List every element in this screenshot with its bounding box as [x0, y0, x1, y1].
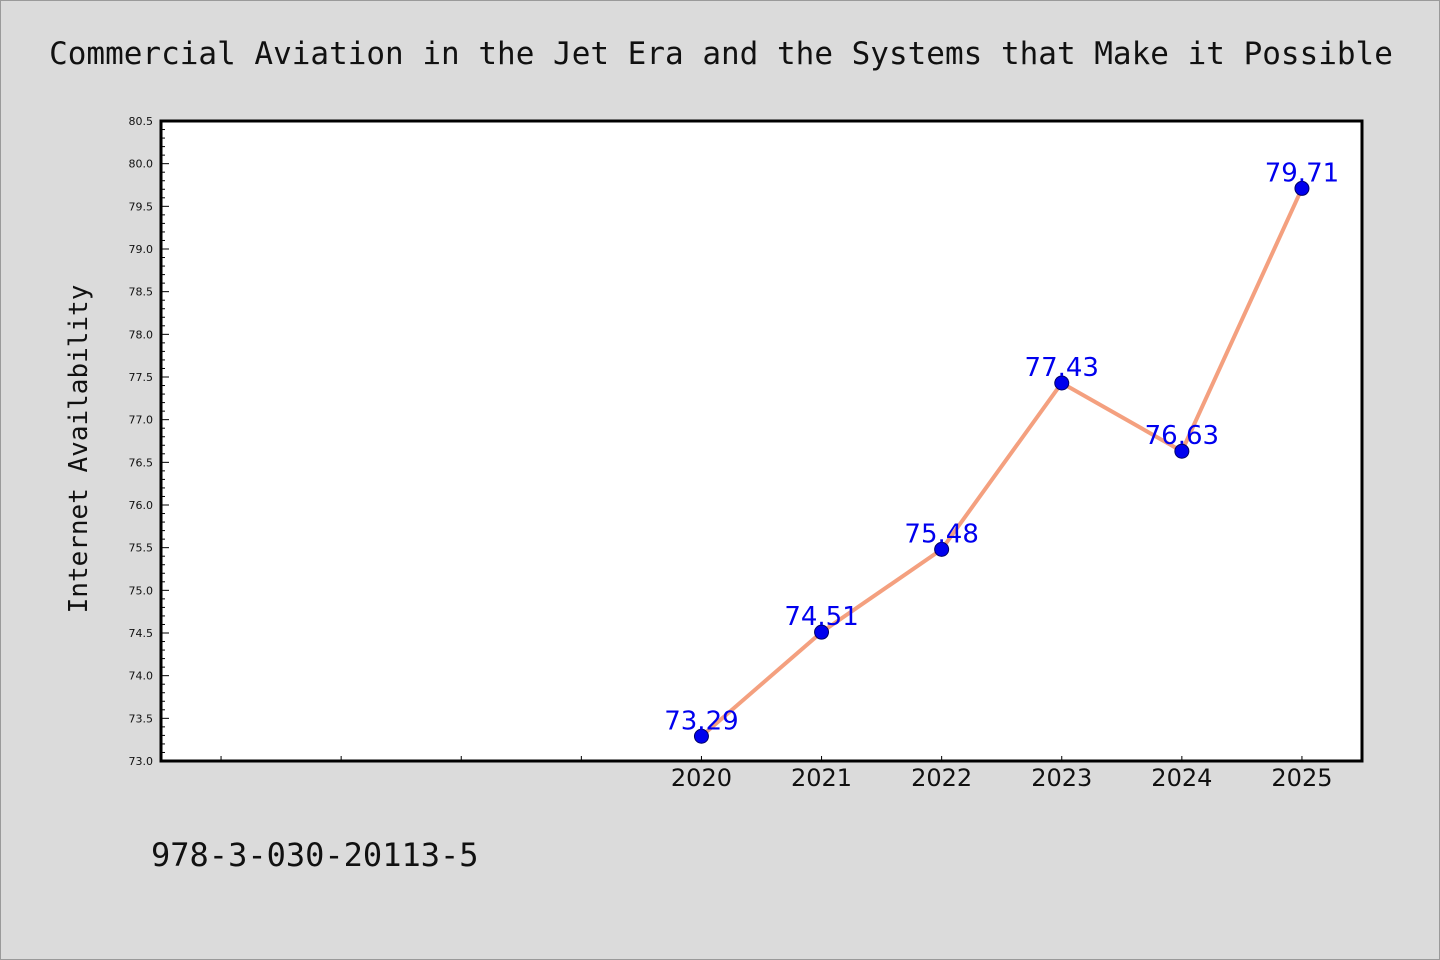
x-tick-label: 2022 — [911, 764, 972, 792]
y-axis-label: Internet Availability — [64, 285, 94, 614]
x-tick-label: 2021 — [791, 764, 852, 792]
x-tick-label: 2024 — [1151, 764, 1212, 792]
x-tick-label: 2020 — [671, 764, 732, 792]
y-tick-label: 73.0 — [129, 755, 154, 768]
chart-title: Commercial Aviation in the Jet Era and t… — [49, 36, 1393, 72]
y-tick-label: 74.0 — [129, 670, 154, 683]
y-tick-label: 80.5 — [129, 115, 154, 128]
data-point-marker — [1174, 443, 1190, 459]
y-tick-label: 79.0 — [129, 243, 154, 256]
y-tick-label: 77.5 — [129, 371, 154, 384]
data-label: 76.63 — [1145, 421, 1219, 451]
data-labels: 73.29 74.51 75.48 77.43 76.63 79.71 — [664, 158, 1339, 736]
x-tick-label: 2023 — [1031, 764, 1092, 792]
axis-ticks: 73.0 73.5 74.0 74.5 75.0 75.5 76.0 76.5 77.0 77.5… — [129, 115, 1333, 792]
y-tick-label: 78.5 — [129, 286, 154, 299]
y-tick-label: 76.0 — [129, 499, 154, 512]
y-tick-label: 76.5 — [129, 456, 154, 469]
data-point-marker — [1294, 180, 1310, 196]
y-tick-label: 80.0 — [129, 158, 154, 171]
y-tick-label: 79.5 — [129, 200, 154, 213]
data-point-marker — [1054, 375, 1070, 391]
data-label: 79.71 — [1265, 158, 1339, 188]
y-tick-label: 75.5 — [129, 542, 154, 555]
y-tick-label: 78.0 — [129, 328, 154, 341]
x-tick-label: 2025 — [1271, 764, 1332, 792]
data-series — [693, 180, 1310, 744]
data-point-marker — [693, 728, 709, 744]
data-label: 73.29 — [664, 706, 738, 736]
data-point-marker — [934, 541, 950, 557]
data-label: 75.48 — [904, 519, 978, 549]
isbn-text: 978-3-030-20113-5 — [151, 836, 479, 874]
data-label: 77.43 — [1025, 353, 1099, 383]
y-tick-label: 75.0 — [129, 584, 154, 597]
y-tick-label: 73.5 — [129, 712, 154, 725]
y-tick-label: 77.0 — [129, 414, 154, 427]
data-label: 74.51 — [784, 602, 858, 632]
y-tick-label: 74.5 — [129, 627, 154, 640]
data-point-marker — [814, 624, 830, 640]
series-line — [699, 186, 1304, 739]
